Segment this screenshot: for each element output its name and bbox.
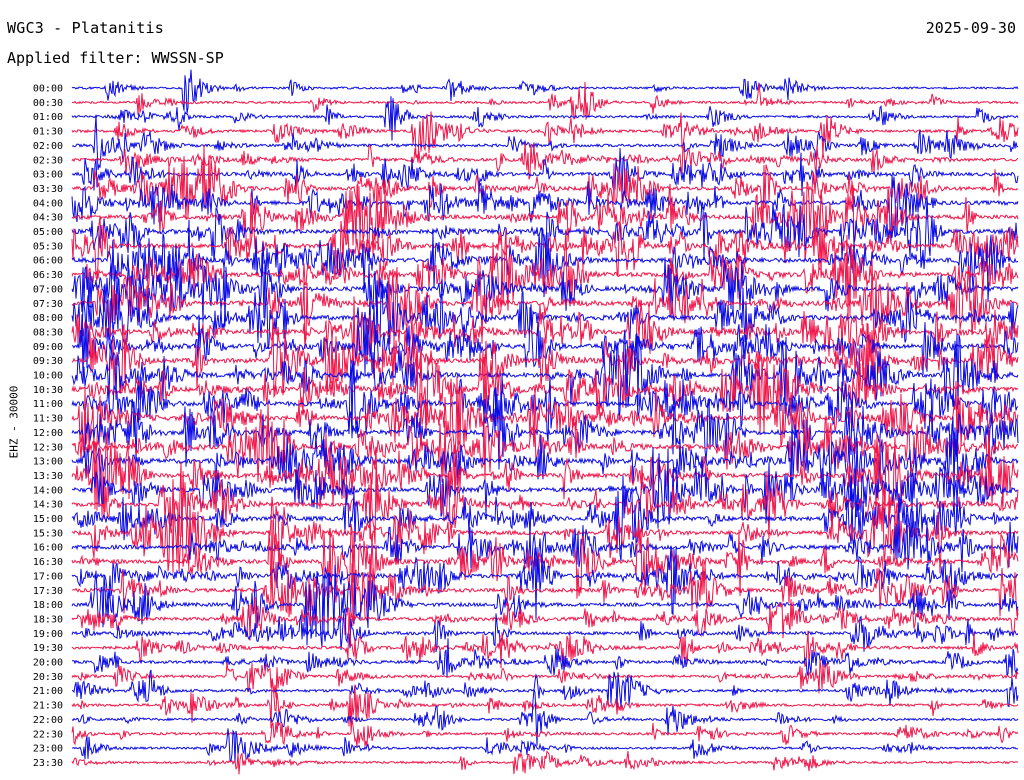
trace-row [71,462,1019,545]
row-time-label: 20:00 [33,658,63,669]
trace-row [71,144,1019,229]
row-time-label: 18:00 [33,600,63,611]
trace-row [71,718,1019,748]
row-time-label: 01:30 [33,127,63,138]
row-time-label: 01:00 [33,112,63,123]
trace-row [71,558,1019,626]
row-time-label: 06:00 [33,256,63,267]
row-time-label: 00:00 [33,84,63,95]
row-time-label: 15:00 [33,514,63,525]
trace-row [71,142,1019,180]
row-time-label: 11:30 [33,414,63,425]
filter-label: Applied filter: WWSSN-SP [7,49,224,67]
row-time-label: 02:30 [33,155,63,166]
trace-row [71,345,1019,436]
trace-row [71,216,1019,281]
trace-row [71,638,1019,678]
row-time-label: 21:30 [33,701,63,712]
row-time-label: 17:00 [33,571,63,582]
trace-row [71,508,1019,573]
trace-row [71,669,1019,711]
row-time-label: 03:30 [33,184,63,195]
row-time-label: 19:30 [33,643,63,654]
trace-row [71,147,1019,197]
row-time-label: 15:30 [33,528,63,539]
trace-row [71,728,1019,764]
row-time-label: 18:30 [33,614,63,625]
trace-row [71,195,1019,270]
row-time-label: 23:30 [33,758,63,769]
row-time-label: 09:00 [33,342,63,353]
trace-row [71,608,1019,653]
trace-row [71,678,1019,731]
row-time-label: 04:30 [33,213,63,224]
trace-row [71,181,1019,262]
trace-row [71,609,1019,669]
trace-row [71,296,1019,377]
record-date: 2025-09-30 [925,19,1016,37]
trace-row [71,475,1019,562]
row-time-label: 22:30 [33,729,63,740]
row-time-label: 22:00 [33,715,63,726]
trace-row [71,252,1019,327]
row-time-label: 13:30 [33,471,63,482]
trace-row [71,402,1019,488]
row-time-label: 16:00 [33,543,63,554]
row-time-label: 17:30 [33,586,63,597]
trace-row [71,546,1019,621]
row-time-label: 20:30 [33,672,63,683]
trace-row [71,431,1019,520]
row-time-label: 07:00 [33,284,63,295]
row-time-label: 00:30 [33,98,63,109]
row-time-label: 10:00 [33,371,63,382]
row-time-label: 10:30 [33,385,63,396]
row-time-label: 13:00 [33,457,63,468]
trace-row [71,81,1019,120]
row-time-label: 07:30 [33,299,63,310]
trace-row [71,564,1019,648]
station-title: WGC3 - Platanitis [7,19,164,37]
trace-row [71,111,1019,160]
trace-row [71,317,1019,400]
row-time-label: 05:00 [33,227,63,238]
trace-row [71,96,1019,141]
row-labels: 00:00 00:30 01:00 01:30 02:00 02:30 03:00 03:30… [33,84,63,769]
trace-row [71,519,1019,600]
trace-row [71,69,1019,114]
row-time-label: 21:00 [33,686,63,697]
row-time-label: 14:00 [33,485,63,496]
row-time-label: 16:30 [33,557,63,568]
trace-row [71,229,1019,320]
trace-row [71,750,1019,775]
row-time-label: 12:30 [33,442,63,453]
trace-row [71,174,1019,244]
trace-row [71,689,1019,746]
row-time-label: 11:00 [33,399,63,410]
row-time-label: 05:30 [33,241,63,252]
trace-row [71,114,1019,171]
row-time-label: 23:00 [33,744,63,755]
row-time-label: 06:30 [33,270,63,281]
trace-row [71,360,1019,443]
row-time-label: 14:30 [33,500,63,511]
trace-row [71,659,1019,698]
row-time-label: 19:00 [33,629,63,640]
row-time-label: 12:00 [33,428,63,439]
row-time-label: 02:00 [33,141,63,152]
trace-row [71,278,1019,355]
seismic-traces [71,69,1019,775]
row-time-label: 04:00 [33,198,63,209]
row-time-label: 03:00 [33,170,63,181]
trace-row [71,376,1019,458]
row-time-label: 08:00 [33,313,63,324]
row-time-label: 09:30 [33,356,63,367]
row-time-label: 08:30 [33,327,63,338]
